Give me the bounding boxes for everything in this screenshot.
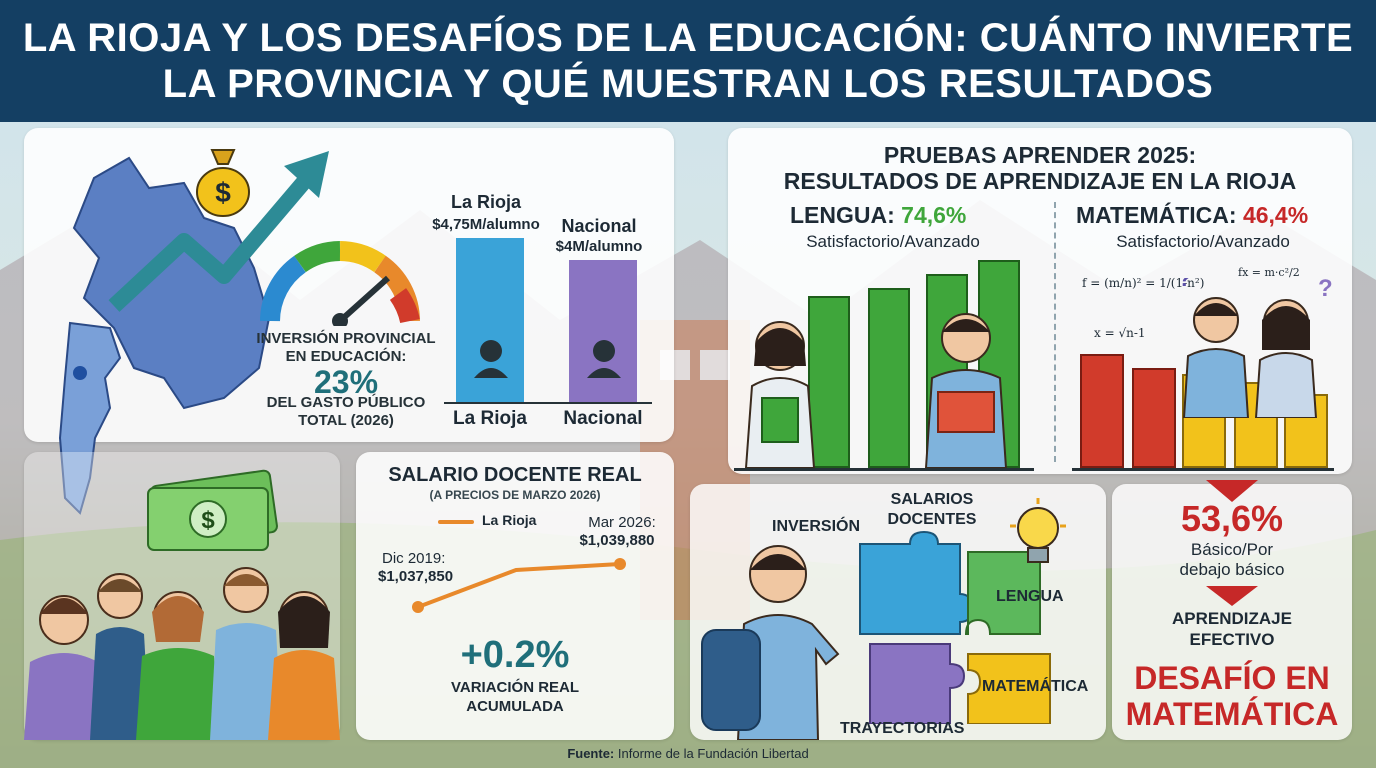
salary-title: SALARIO DOCENTE REAL (388, 464, 642, 486)
investment-panel: $ INVERSIÓN PROVINCIAL EN EDUCACIÓN: 23%… (24, 128, 674, 515)
person-icon (474, 340, 508, 378)
lengua-bar-1 (808, 296, 850, 468)
student-boy-illustration (924, 313, 1008, 468)
end-value: $1,039,880 (579, 532, 655, 549)
person-icon (587, 340, 621, 378)
desafio-line-2: MATEMÁTICA (1125, 696, 1339, 732)
gauge-icon (260, 241, 420, 326)
bar-right-value: $4M/alumno (555, 238, 643, 255)
salary-point-start (412, 601, 424, 613)
student-backpack-illustration (701, 545, 840, 740)
bar-right-name: Nacional (561, 216, 637, 236)
salary-subtitle: (A PRECIOS DE MARZO 2026) (429, 488, 601, 502)
mate-sub: Satisfactorio/Avanzado (1116, 232, 1290, 251)
teachers-group-illustration (24, 567, 340, 740)
aprender-title-line-2: RESULTADOS DE APRENDIZAJE EN LA RIOJA (783, 168, 1297, 194)
puzzle-label-inversion: INVERSIÓN (772, 518, 861, 535)
variation-value: +0.2% (460, 634, 570, 676)
banknote-icon: $ (147, 469, 278, 551)
argentina-map-icon (58, 321, 122, 515)
svg-text:$: $ (201, 507, 215, 534)
money-bag-icon: $ (196, 149, 250, 217)
start-value: $1,037,850 (378, 568, 454, 585)
bar-left-caption: La Rioja (453, 408, 527, 429)
legend-label: La Rioja (482, 512, 537, 528)
mate-value: 46,4% (1242, 202, 1309, 228)
aprender-panel: PRUEBAS APRENDER 2025: RESULTADOS DE APR… (728, 128, 1352, 474)
desafio-line-1: DESAFÍO EN (1134, 660, 1330, 696)
mate-label: MATEMÁTICA: (1076, 202, 1237, 228)
bar-left-name: La Rioja (450, 192, 521, 212)
confused-students-illustration: ? ? (1178, 278, 1333, 418)
aprender-title-line-1: PRUEBAS APRENDER 2025: (883, 142, 1197, 168)
formula-1: f = (m/n)² = 1/(1-n²) (1082, 276, 1205, 290)
end-label: Mar 2026: (588, 514, 656, 531)
svg-text:?: ? (1178, 278, 1191, 291)
divider (1054, 202, 1056, 462)
bars-baseline (444, 402, 652, 404)
down-arrow-icon (1206, 586, 1258, 606)
salary-line-chart (412, 558, 626, 613)
lengua-value: 74,6% (901, 202, 967, 228)
mate-bar-red-1 (1080, 354, 1124, 468)
student-girl-illustration (744, 321, 816, 468)
teachers-illustration-panel: $ (24, 452, 340, 740)
lengua-label: LENGUA: (790, 202, 895, 228)
result-line-1: Básico/Por (1190, 540, 1274, 559)
puzzle-icon (859, 530, 1051, 724)
formula-3: x = √n-1 (1094, 326, 1146, 340)
la-rioja-map-icon (72, 156, 271, 410)
title-line-1: LA RIOJA Y LOS DESAFÍOS DE LA EDUCACIÓN:… (22, 16, 1354, 60)
lengua-bar-2 (868, 288, 910, 468)
svg-text:?: ? (1318, 278, 1333, 302)
salary-series-line (417, 562, 621, 609)
salary-panel: SALARIO DOCENTE REAL (A PRECIOS DE MARZO… (356, 452, 674, 740)
lightbulb-icon (1010, 498, 1066, 563)
formula-2: fx = m·c²/2 (1238, 266, 1300, 279)
puzzle-label-salarios-1: SALARIOS (890, 491, 974, 508)
down-arrow-icon (1206, 480, 1258, 502)
svg-text:$: $ (215, 177, 231, 208)
variation-line-2: ACUMULADA (466, 698, 564, 715)
puzzle-label-trayectorias: TRAYECTORIAS (840, 720, 965, 737)
bar-nacional (569, 260, 637, 402)
lengua-baseline (734, 468, 1034, 471)
mate-bar-red-2 (1132, 368, 1176, 468)
source-text: Informe de la Fundación Libertad (617, 746, 809, 761)
variation-line-1: VARIACIÓN REAL (450, 679, 580, 696)
aprendizaje-line-2: EFECTIVO (1189, 630, 1275, 649)
rising-arrow-icon (108, 151, 329, 312)
bar-right-caption: Nacional (563, 408, 643, 429)
lengua-sub: Satisfactorio/Avanzado (806, 232, 980, 251)
result-percent: 53,6% (1180, 498, 1284, 539)
puzzle-label-lengua: LENGUA (996, 588, 1064, 605)
header-banner: LA RIOJA Y LOS DESAFÍOS DE LA EDUCACIÓN:… (0, 0, 1376, 122)
legend-line (438, 520, 474, 524)
investment-sub-line-2: TOTAL (2026) (298, 412, 394, 429)
investment-sub-line-1: DEL GASTO PÚBLICO (266, 394, 426, 411)
source-label: Fuente: (567, 746, 615, 761)
investment-percent: 23% (313, 364, 379, 400)
mate-baseline (1072, 468, 1334, 471)
bar-left-value: $4,75M/alumno (432, 216, 540, 233)
result-panel: 53,6% Básico/Por debajo básico APRENDIZA… (1112, 480, 1352, 740)
puzzle-label-salarios-2: DOCENTES (887, 511, 977, 528)
start-label: Dic 2019: (382, 550, 446, 567)
puzzle-panel: INVERSIÓN SALARIOS DOCENTES LENGUA MATEM… (690, 484, 1106, 740)
investment-label-line-1: INVERSIÓN PROVINCIAL (256, 330, 436, 347)
title-line-2: LA PROVINCIA Y QUÉ MUESTRAN LOS RESULTAD… (162, 62, 1214, 106)
footer-source: Fuente: Informe de la Fundación Libertad (0, 746, 1376, 761)
aprendizaje-line-1: APRENDIZAJE (1172, 609, 1292, 628)
salary-point-end (614, 558, 626, 570)
investment-label-line-2: EN EDUCACIÓN: (285, 348, 407, 365)
result-line-2: debajo básico (1179, 560, 1285, 579)
puzzle-label-matematica: MATEMÁTICA (982, 678, 1089, 695)
